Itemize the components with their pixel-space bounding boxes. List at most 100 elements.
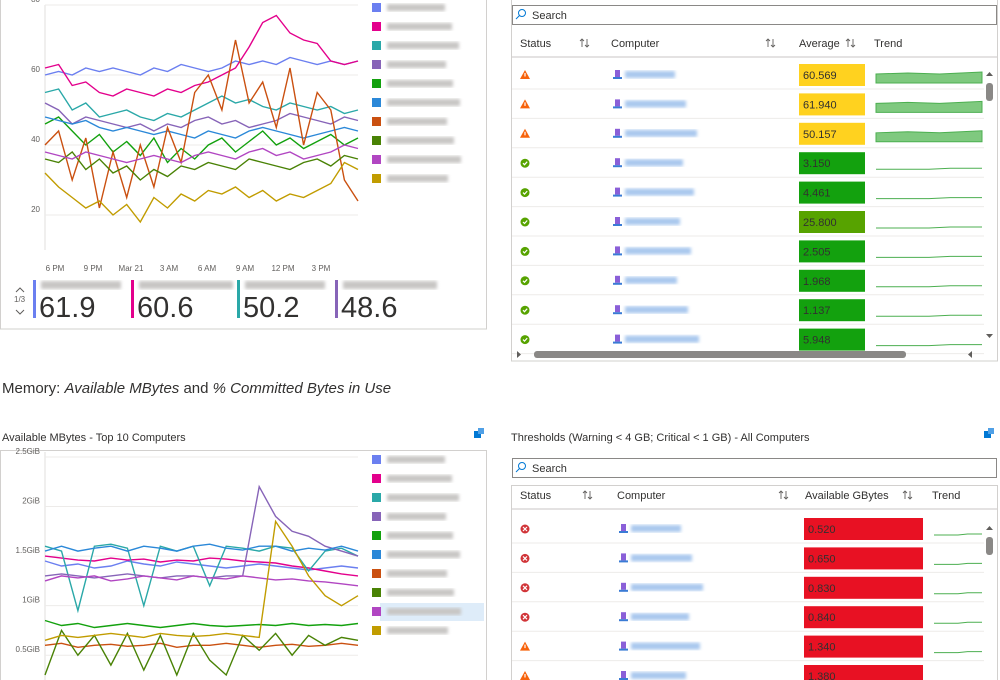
legend-swatch <box>372 174 381 183</box>
pin-icon[interactable] <box>474 428 484 438</box>
legend-swatch <box>372 607 381 616</box>
legend-swatch <box>372 60 381 69</box>
column-header[interactable]: Trend <box>874 38 902 50</box>
series-line <box>44 543 359 552</box>
status-icon <box>520 99 530 109</box>
icon-shape <box>520 217 530 227</box>
sort-icon[interactable] <box>765 38 776 48</box>
computer-icon <box>615 246 620 254</box>
search-box[interactable] <box>512 458 997 478</box>
value-text: 61.940 <box>803 99 837 111</box>
value-cell <box>804 518 923 540</box>
icon-mark <box>522 614 528 620</box>
stat-value: 50.2 <box>243 292 299 324</box>
computer-icon <box>615 334 620 342</box>
computer-name-redacted <box>631 672 686 679</box>
sort-icon[interactable] <box>582 490 593 500</box>
heading-part: % Committed Bytes in Use <box>212 380 392 397</box>
computer-name-redacted <box>631 613 689 621</box>
trend-sparkline <box>934 533 982 536</box>
legend-swatch <box>372 588 381 597</box>
computer-icon <box>613 282 622 285</box>
stat-value: 48.6 <box>341 292 397 324</box>
value-cell <box>804 635 923 658</box>
legend-swatch <box>372 98 381 107</box>
sort-icon[interactable] <box>902 490 913 500</box>
computer-icon <box>613 253 622 256</box>
computer-icon <box>621 553 626 561</box>
sort-icon[interactable] <box>579 38 590 48</box>
scroll-arrow[interactable] <box>986 526 993 530</box>
scrollbar-thumb[interactable] <box>534 351 906 358</box>
computer-icon <box>619 619 628 622</box>
legend-name-redacted <box>387 551 460 558</box>
icon-mark <box>522 249 528 254</box>
y-tick-label: 60 <box>31 65 40 74</box>
panel <box>511 0 998 362</box>
series-line <box>44 519 359 641</box>
computer-name-redacted <box>625 306 688 314</box>
trend-sparkline <box>934 562 982 565</box>
y-tick-label: 2.5GiB <box>16 447 40 456</box>
computer-name-redacted <box>631 554 692 562</box>
search-box[interactable] <box>512 5 997 25</box>
sort-icon[interactable] <box>845 38 856 48</box>
computer-name-redacted <box>625 159 683 167</box>
column-header[interactable]: Status <box>520 490 552 502</box>
icon-mark <box>522 555 528 561</box>
scroll-arrow[interactable] <box>986 72 993 76</box>
computer-icon <box>615 217 620 224</box>
column-header[interactable]: Computer <box>611 38 660 50</box>
value-text: 5.948 <box>803 335 831 347</box>
column-header[interactable]: Available GBytes <box>805 490 889 502</box>
trend-sparkline <box>876 255 982 258</box>
legend-swatch <box>372 474 381 483</box>
value-text: 0.840 <box>808 612 836 624</box>
value-cell <box>804 606 923 629</box>
trend-sparkline <box>934 621 982 624</box>
series-line <box>44 116 359 139</box>
computer-icon <box>613 194 622 197</box>
value-text: 1.137 <box>803 305 831 317</box>
x-tick-label: 6 PM <box>46 264 65 273</box>
computer-icon <box>615 128 620 136</box>
stat-label-redacted <box>41 281 121 289</box>
page-indicator: 1/3 <box>14 295 26 304</box>
trend-sparkline <box>876 285 982 288</box>
computer-name-redacted <box>625 218 680 225</box>
value-cell <box>799 93 865 116</box>
scrollbar-thumb[interactable] <box>986 83 993 101</box>
column-header[interactable]: Trend <box>932 490 960 502</box>
x-tick-label: 3 PM <box>312 264 331 273</box>
icon-shape <box>520 276 530 286</box>
column-header[interactable]: Status <box>520 38 552 50</box>
scroll-arrow[interactable] <box>986 334 993 338</box>
column-header[interactable]: Average <box>799 38 840 50</box>
status-icon <box>520 335 530 345</box>
sort-icon[interactable] <box>778 490 789 500</box>
search-icon <box>518 9 526 17</box>
legend-swatch <box>372 117 381 126</box>
icon-mark <box>522 585 528 591</box>
y-tick-label: 40 <box>31 135 40 144</box>
value-cell <box>799 181 865 204</box>
x-tick-label: 3 AM <box>160 264 179 273</box>
status-icon <box>520 70 530 79</box>
icon-mark <box>522 161 528 166</box>
status-icon <box>520 583 530 593</box>
scroll-arrow[interactable] <box>968 351 972 358</box>
scrollbar-thumb[interactable] <box>986 537 993 555</box>
column-header[interactable]: Computer <box>617 490 666 502</box>
status-icon <box>520 671 530 680</box>
computer-icon <box>613 106 622 109</box>
scroll-arrow[interactable] <box>517 351 521 358</box>
pin-icon[interactable] <box>984 428 994 438</box>
computer-icon <box>613 224 622 226</box>
x-tick-label: 12 PM <box>271 264 294 273</box>
computer-name-redacted <box>625 247 691 255</box>
computer-icon <box>613 77 622 79</box>
series-line <box>44 88 359 122</box>
series-line <box>44 543 359 614</box>
y-tick-label: 80 <box>31 0 40 4</box>
